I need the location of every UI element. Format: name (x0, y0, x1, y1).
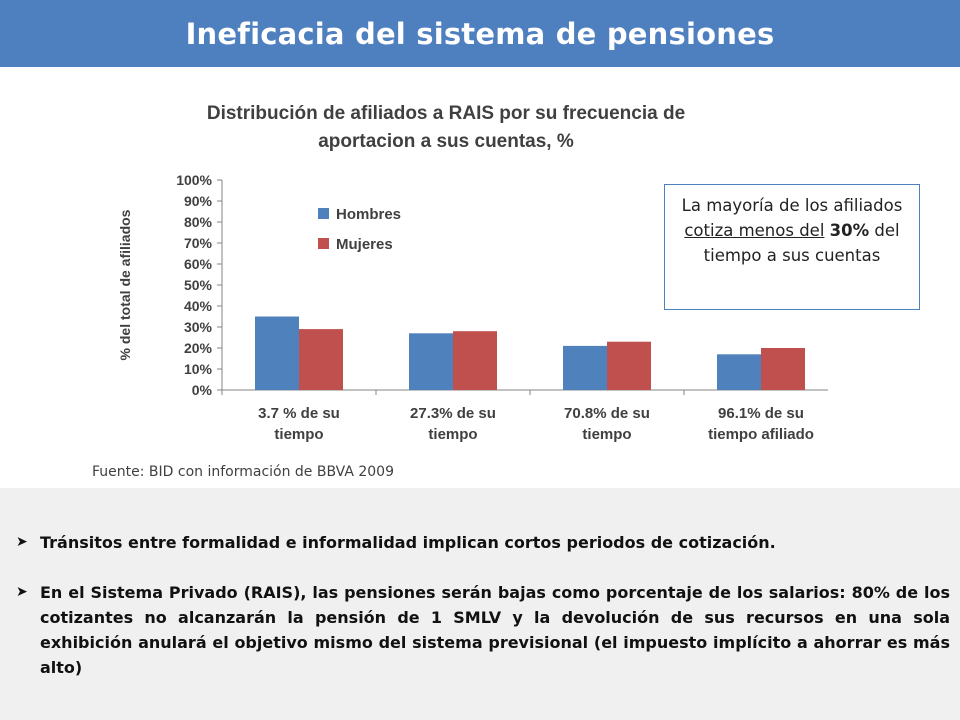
legend-swatch-mujeres (318, 238, 329, 249)
y-tick-label: 50% (184, 277, 213, 293)
chart-source: Fuente: BID con información de BBVA 2009 (92, 464, 394, 480)
chart-title-line-2: aportacion a sus cuentas, % (318, 131, 574, 152)
bar-chart: 0% 10% 20% 30% 40% 50% 60% 70% 80% 90% 100% % del t… (117, 172, 828, 443)
bullet-text: En el Sistema Privado (RAIS), las pensio… (40, 583, 950, 677)
x-tick-label: 27.3% de su (410, 405, 496, 422)
callout-bold: 30% (829, 221, 870, 240)
chart-title: Distribución de afiliados a RAIS por su … (96, 100, 796, 156)
y-axis-label: % del total de afiliados (117, 209, 133, 360)
y-tick-label: 10% (184, 361, 213, 377)
title-bar: Ineficacia del sistema de pensiones (0, 0, 960, 67)
y-tick-label: 70% (184, 235, 213, 251)
chart-title-line-1: Distribución de afiliados a RAIS por su … (206, 103, 686, 124)
bar-hombres (717, 354, 761, 390)
x-tick-label: tiempo (274, 426, 323, 443)
bullet-item: ➤ Tránsitos entre formalidad e informali… (16, 530, 950, 555)
slide-title: Ineficacia del sistema de pensiones (185, 16, 775, 51)
arrow-bullet-icon: ➤ (16, 584, 28, 600)
bar-mujeres (607, 341, 651, 390)
legend-label-hombres: Hombres (336, 206, 401, 223)
bar-mujeres (761, 348, 805, 390)
bar-hombres (255, 316, 299, 390)
callout-text-2: del tiempo a sus cuentas (703, 221, 900, 265)
y-tick-label: 90% (184, 193, 213, 209)
bottom-panel (0, 488, 960, 720)
y-tick-label: 30% (184, 319, 213, 335)
legend-label-mujeres: Mujeres (336, 236, 393, 253)
callout-text-1: La mayoría de los afiliados (681, 196, 903, 215)
callout-underlined: cotiza menos del (684, 221, 825, 240)
x-tick-label: tiempo afiliado (708, 426, 814, 443)
bar-mujeres (299, 329, 343, 390)
bar-hombres (409, 333, 453, 390)
y-tick-label: 40% (184, 298, 213, 314)
x-tick-label: tiempo (582, 426, 631, 443)
bullet-text: Tránsitos entre formalidad e informalida… (40, 533, 776, 552)
y-tick-label: 60% (184, 256, 213, 272)
y-tick-label: 0% (192, 382, 213, 398)
y-tick-label: 20% (184, 340, 213, 356)
bar-hombres (563, 345, 607, 390)
y-tick-label: 100% (176, 172, 212, 188)
x-tick-label: tiempo (428, 426, 477, 443)
x-tick-label: 96.1% de su (718, 405, 804, 422)
bar-mujeres (453, 331, 497, 390)
y-tick-label: 80% (184, 214, 213, 230)
x-tick-label: 3.7 % de su (258, 405, 340, 422)
x-tick-label: 70.8% de su (564, 405, 650, 422)
chart-area: 0% 10% 20% 30% 40% 50% 60% 70% 80% 90% 100% % del t… (88, 88, 828, 488)
bullet-item: ➤ En el Sistema Privado (RAIS), las pens… (16, 580, 950, 680)
arrow-bullet-icon: ➤ (16, 534, 28, 550)
legend-swatch-hombres (318, 208, 329, 219)
callout-box: La mayoría de los afiliados cotiza menos… (664, 184, 920, 310)
